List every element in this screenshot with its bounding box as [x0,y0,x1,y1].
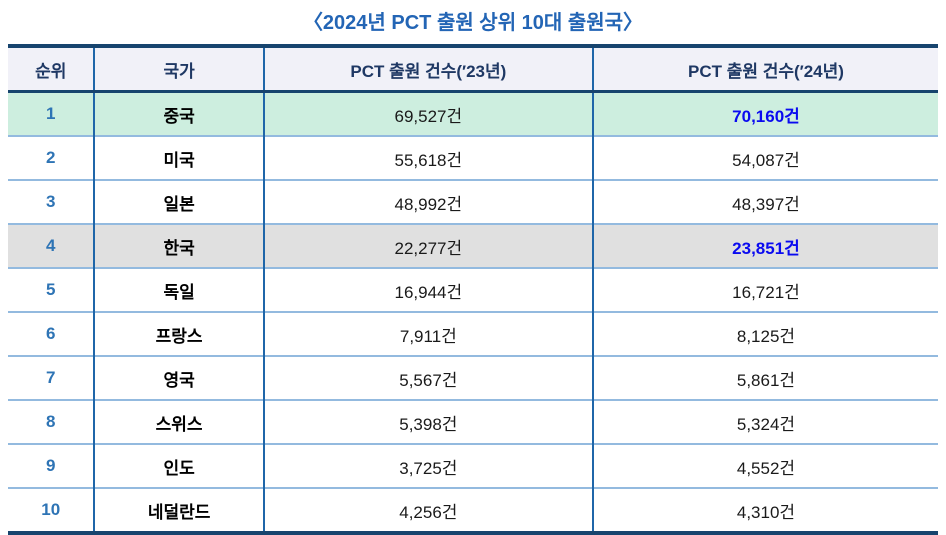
cell-rank: 1 [8,91,96,136]
cell-count-2023: 7,911건 [263,311,594,356]
cell-count-2023: 5,567건 [263,355,594,400]
cell-count-2023: 48,992건 [263,179,594,224]
header-country: 국가 [94,46,265,93]
cell-count-2024: 16,721건 [592,267,938,312]
cell-country: 네덜란드 [94,487,265,533]
cell-count-2023: 5,398건 [263,399,594,444]
cell-count-2023: 16,944건 [263,267,594,312]
cell-count-2023: 69,527건 [263,91,594,136]
table-row: 8 스위스 5,398건 5,324건 [8,399,938,444]
page-title: 〈2024년 PCT 출원 상위 10대 출원국〉 [302,12,644,34]
table-row: 5 독일 16,944건 16,721건 [8,267,938,312]
cell-country: 미국 [94,135,265,180]
cell-rank: 4 [8,223,96,268]
table-row: 7 영국 5,567건 5,861건 [8,355,938,400]
cell-count-2024: 8,125건 [592,311,938,356]
table-row: 6 프랑스 7,911건 8,125건 [8,311,938,356]
cell-count-2024: 4,310건 [592,487,938,533]
cell-count-2024: 48,397건 [592,179,938,224]
cell-country: 영국 [94,355,265,400]
table-body: 1 중국 69,527건 70,160건 2 미국 55,618건 54,087건 3 일본 48,… [8,91,938,533]
cell-count-2024: 5,324건 [592,399,938,444]
cell-country: 일본 [94,179,265,224]
cell-rank: 6 [8,311,96,356]
cell-country: 독일 [94,267,265,312]
cell-count-2023: 55,618건 [263,135,594,180]
header-count-2023: PCT 출원 건수(′23년) [263,46,594,93]
cell-count-2024: 70,160건 [592,91,938,136]
cell-rank: 2 [8,135,96,180]
cell-country: 스위스 [94,399,265,444]
cell-rank: 8 [8,399,96,444]
cell-count-2023: 3,725건 [263,443,594,488]
table-row: 1 중국 69,527건 70,160건 [8,91,938,136]
cell-rank: 3 [8,179,96,224]
table-header-row: 순위 국가 PCT 출원 건수(′23년) PCT 출원 건수(′24년) [8,46,938,93]
cell-rank: 7 [8,355,96,400]
table-row: 4 한국 22,277건 23,851건 [8,223,938,268]
table-row: 3 일본 48,992건 48,397건 [8,179,938,224]
cell-country: 중국 [94,91,265,136]
cell-country: 한국 [94,223,265,268]
cell-country: 프랑스 [94,311,265,356]
cell-rank: 9 [8,443,96,488]
cell-country: 인도 [94,443,265,488]
cell-rank: 10 [8,487,96,533]
cell-count-2023: 4,256건 [263,487,594,533]
table-row: 9 인도 3,725건 4,552건 [8,443,938,488]
cell-count-2024: 23,851건 [592,223,938,268]
cell-count-2024: 4,552건 [592,443,938,488]
cell-count-2023: 22,277건 [263,223,594,268]
header-rank: 순위 [8,46,96,93]
cell-rank: 5 [8,267,96,312]
cell-count-2024: 54,087건 [592,135,938,180]
cell-count-2024: 5,861건 [592,355,938,400]
table-row: 10 네덜란드 4,256건 4,310건 [8,487,938,533]
table-row: 2 미국 55,618건 54,087건 [8,135,938,180]
header-count-2024: PCT 출원 건수(′24년) [592,46,938,93]
